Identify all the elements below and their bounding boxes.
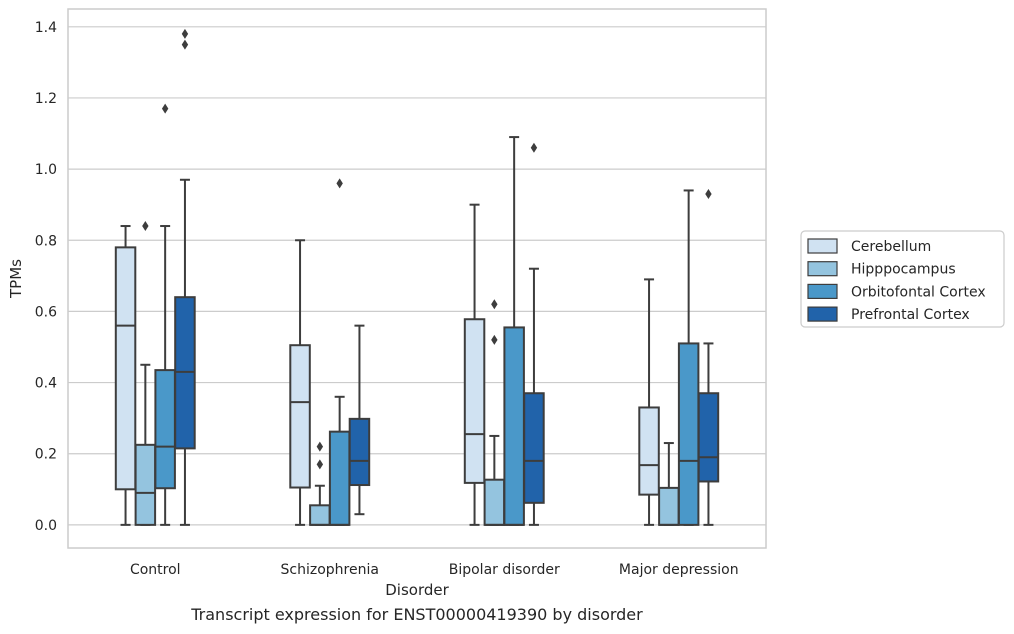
legend-swatch [807,238,838,254]
iqr-box [677,342,700,526]
legend-label: Cerebellum [851,239,931,255]
box-hipppocampus [483,299,506,526]
iqr-box [697,392,720,483]
y-tick-label: 0.6 [35,304,57,320]
iqr-box [638,406,660,496]
outlier-point [491,299,498,310]
iqr-box [348,417,371,487]
x-tick-label: Control [130,562,181,578]
y-tick-label: 0.0 [35,518,57,534]
outlier-point [161,103,169,114]
box-orbitofontal-cortex [503,136,525,526]
outlier-point [142,221,149,232]
box-cerebellum [114,225,137,526]
outlier-point [181,28,189,39]
box-orbitofontal-cortex [328,178,351,526]
iqr-box [309,504,331,526]
y-tick-label: 0.4 [35,376,57,392]
outlier-point [336,178,343,189]
box-prefrontal-cortex [523,142,545,526]
outlier-point [705,189,712,200]
plot-frame [67,8,767,549]
legend-swatch [807,306,838,322]
legend-frame [800,230,1005,328]
x-tick-label: Schizophrenia [281,562,379,578]
box-prefrontal-cortex [348,324,371,516]
legend-item: Cerebellum [807,238,931,255]
legend-item: Hipppocampus [807,261,956,278]
x-tick-labels: Control Schizophrenia Bipolar disorder Majo… [130,562,739,578]
box-hipppocampus [309,441,331,526]
y-tick-label: 1.4 [35,20,57,36]
box-cerebellum [463,203,486,526]
iqr-box [658,486,680,526]
iqr-box [483,478,506,526]
legend-item: Orbitofontal Cortex [807,283,986,300]
iqr-box [154,369,176,490]
outlier-point [530,142,538,153]
iqr-box [523,392,545,504]
legend-item: Prefrontal Cortex [807,306,970,323]
box-hipppocampus [134,221,157,526]
box-orbitofontal-cortex [677,189,700,526]
box-groups [114,28,720,526]
legend-label: Hipppocampus [851,262,956,278]
y-tick-labels: 0.0 0.2 0.4 0.6 0.8 1.0 1.2 1.4 [35,20,57,534]
y-axis-label: TPMs [7,259,25,299]
iqr-box [328,430,351,526]
y-tick-label: 1.0 [35,162,57,178]
iqr-box [503,326,525,526]
outlier-point [181,39,189,50]
y-tick-label: 1.2 [35,91,57,107]
iqr-box [114,246,137,491]
legend-label: Orbitofontal Cortex [851,284,986,300]
box-hipppocampus [658,442,680,526]
iqr-box [289,344,311,489]
y-tick-label: 0.8 [35,233,57,249]
box-prefrontal-cortex [697,189,720,526]
figure-caption: Transcript expression for ENST0000041939… [191,605,643,624]
box-cerebellum [638,278,660,526]
box-orbitofontal-cortex [154,103,176,526]
outlier-point [491,334,498,345]
legend: Cerebellum Hipppocampus Orbitofontal Corte… [800,230,1005,328]
outlier-point [316,441,324,452]
legend-swatch [807,283,838,299]
x-tick-label: Bipolar disorder [449,562,560,578]
y-tick-label: 0.2 [35,447,57,463]
legend-swatch [807,261,838,277]
outlier-point [316,459,324,470]
iqr-box [134,443,157,526]
box-prefrontal-cortex [174,28,196,526]
iqr-box [463,318,486,484]
x-tick-label: Major depression [619,562,739,578]
x-axis-label: Disorder [385,581,449,599]
legend-label: Prefrontal Cortex [851,307,970,323]
box-cerebellum [289,239,311,526]
